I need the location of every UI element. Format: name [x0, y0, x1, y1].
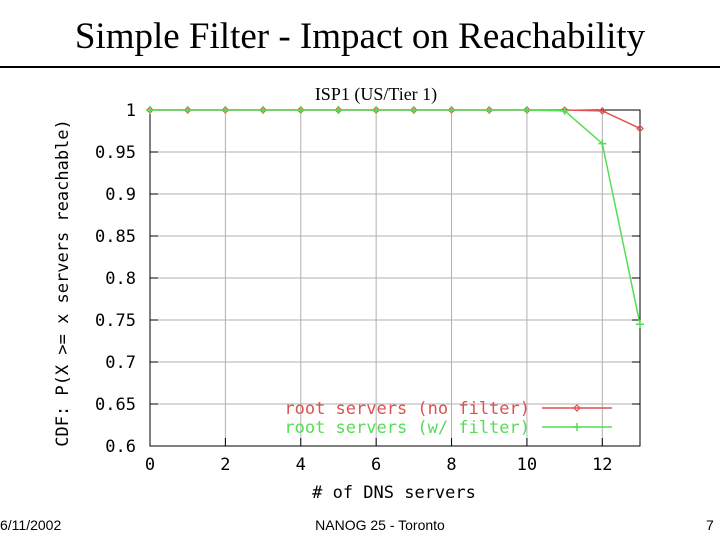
data-point	[522, 106, 531, 114]
data-point	[183, 106, 192, 114]
legend-label: root servers (w/ filter)	[284, 418, 530, 438]
footer-date: 6/11/2002	[0, 517, 62, 533]
data-point	[447, 106, 456, 114]
data-point	[573, 423, 581, 431]
chart-grid	[149, 109, 640, 447]
series-line	[150, 109, 641, 325]
x-tick-label: 12	[592, 455, 612, 475]
data-point	[296, 106, 305, 114]
x-tick-label: 0	[145, 455, 155, 475]
legend-marker	[573, 423, 581, 431]
chart-legend: root servers (no filter)root servers (w/…	[284, 399, 612, 438]
y-tick-label: 0.85	[95, 227, 136, 247]
y-tick-labels: 0.6 0.65 0.7 0.75 0.8 0.85 0.9 0.95 1	[95, 101, 136, 457]
slide-title: Simple Filter - Impact on Reachability	[74, 16, 646, 57]
reachability-chart: 0.60.650.70.750.80.850.90.951 0 2 4 6 8 10 12 …	[53, 84, 644, 503]
x-tick-label: 4	[296, 455, 306, 475]
x-axis-label: # of DNS servers	[312, 483, 476, 503]
y-tick-label: 0.65	[95, 395, 136, 415]
x-tick-label: 6	[371, 455, 381, 475]
data-point	[259, 106, 268, 114]
y-tick-label: 0.75	[95, 311, 136, 331]
x-tick-label: 10	[517, 455, 537, 475]
x-tick-labels: 0 2 4 6 8 10 12	[145, 455, 613, 475]
y-tick-label: 0.6	[105, 437, 136, 457]
x-tick-label: 8	[446, 455, 456, 475]
data-point	[221, 106, 230, 114]
data-point	[372, 106, 381, 114]
data-point	[485, 106, 494, 114]
data-point	[636, 320, 644, 329]
series-group	[146, 106, 644, 329]
data-point	[146, 106, 154, 114]
x-tick-label: 2	[220, 455, 230, 475]
legend-label: root servers (no filter)	[284, 399, 530, 419]
data-point	[409, 106, 418, 114]
data-point	[598, 106, 607, 115]
data-point	[560, 106, 569, 115]
chart-title: ISP1 (US/Tier 1)	[315, 84, 437, 105]
y-tick-label: 0.9	[105, 185, 136, 205]
data-point	[334, 106, 343, 114]
y-tick-label: 0.8	[105, 269, 136, 289]
chart-series	[146, 106, 644, 329]
y-axis-label: CDF: P(X >= x servers reachable)	[53, 119, 73, 447]
data-point	[573, 404, 581, 412]
title-divider	[0, 66, 720, 68]
data-point	[636, 124, 644, 133]
y-tick-label: 1	[126, 101, 136, 121]
footer-event: NANOG 25 - Toronto	[315, 517, 445, 533]
page-number: 7	[706, 517, 714, 533]
y-tick-label: 0.95	[95, 143, 136, 163]
legend-marker	[573, 404, 581, 412]
data-point	[598, 139, 607, 148]
y-tick-label: 0.7	[105, 353, 136, 373]
